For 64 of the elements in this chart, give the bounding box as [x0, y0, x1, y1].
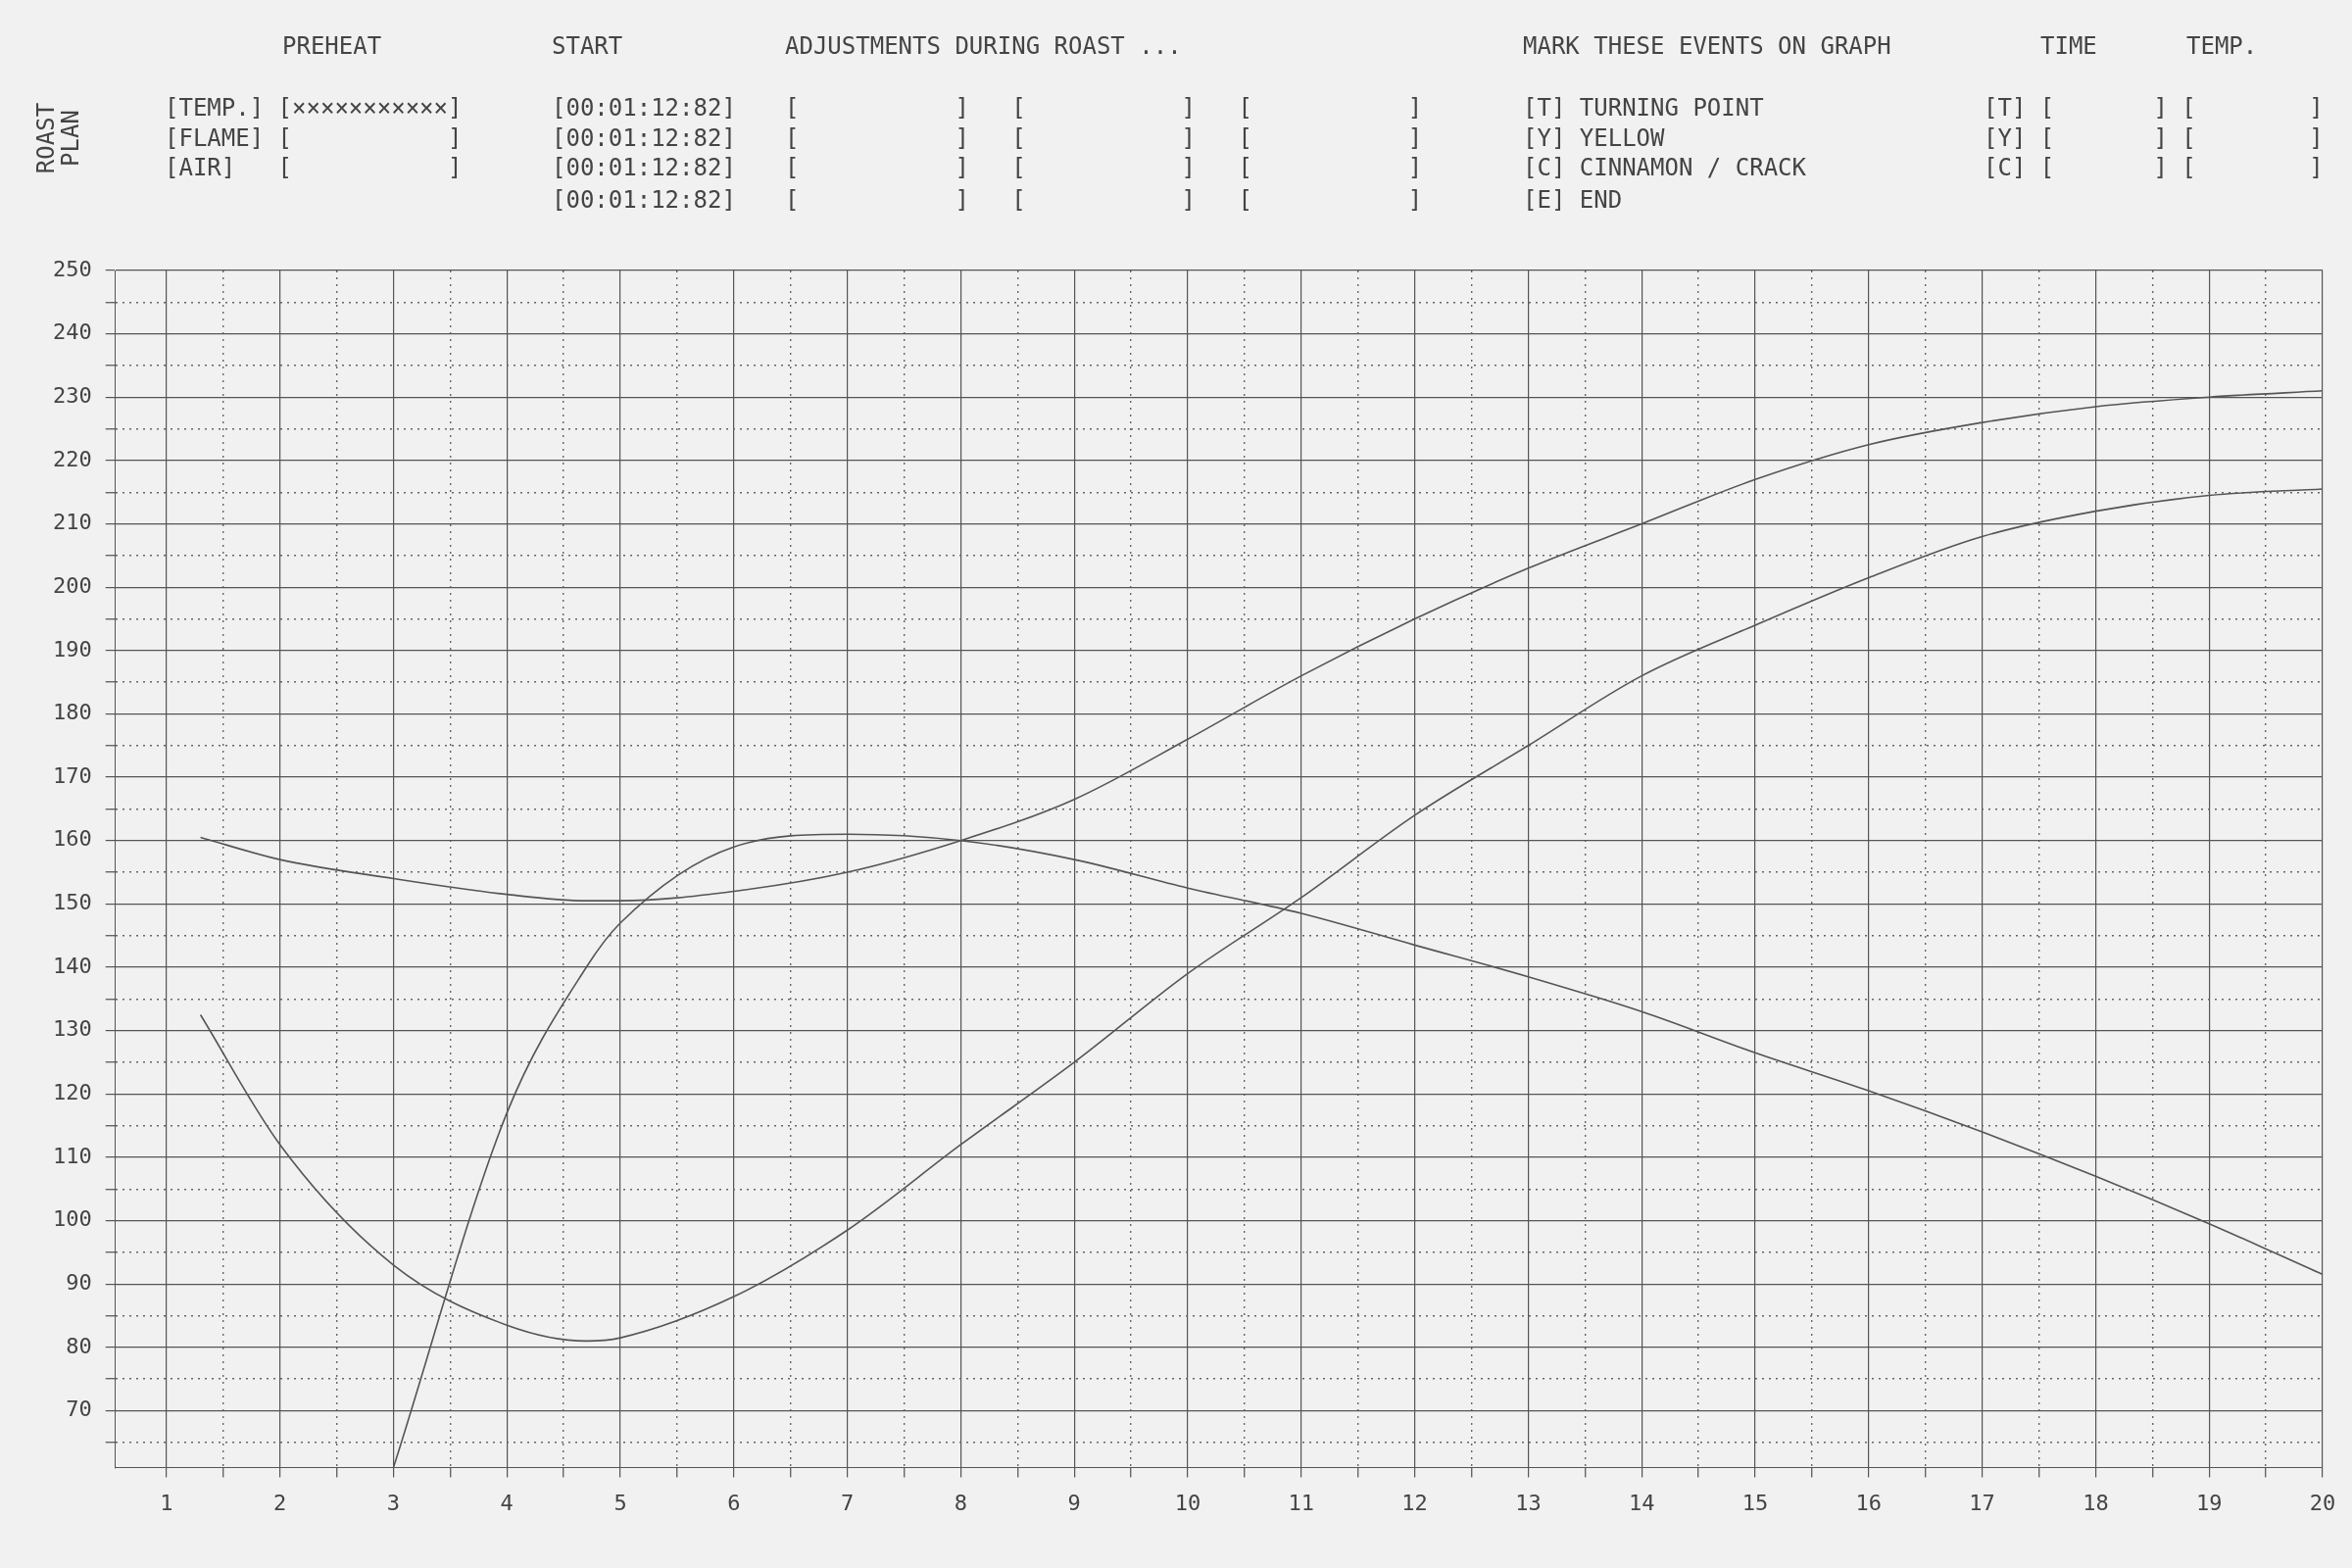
- text: TEMP.: [2186, 32, 2258, 60]
- y-tick-label: 150: [52, 890, 92, 915]
- text: [TEMP.] [×××××××××××]: [165, 94, 463, 122]
- y-tick-label: 230: [52, 382, 92, 408]
- x-tick-label: 12: [1401, 1490, 1428, 1515]
- y-tick-label: 100: [52, 1206, 92, 1232]
- text: [T] TURNING POINT: [1523, 94, 1764, 122]
- x-tick-label: 2: [273, 1490, 287, 1515]
- x-tick-label: 8: [954, 1490, 968, 1515]
- y-tick-label: 240: [52, 319, 92, 345]
- text: [ ] [ ] [ ]: [785, 186, 1423, 214]
- x-tick-label: 18: [2082, 1490, 2109, 1515]
- y-tick-label: 160: [52, 826, 92, 852]
- y-tick-label: 110: [52, 1143, 92, 1168]
- x-tick-label: 10: [1174, 1490, 1201, 1515]
- y-tick-label: 170: [52, 762, 92, 788]
- y-tick-label: 180: [52, 700, 92, 725]
- text: ROAST PLAN: [31, 101, 84, 176]
- y-tick-label: 120: [52, 1079, 92, 1104]
- y-tick-label: 220: [52, 446, 92, 471]
- x-tick-label: 19: [2195, 1490, 2223, 1515]
- y-tick-label: 90: [66, 1269, 92, 1295]
- y-tick-label: 200: [52, 572, 92, 598]
- y-tick-label: 70: [66, 1396, 92, 1422]
- text: TIME: [2040, 32, 2097, 60]
- x-tick-label: 14: [1628, 1490, 1655, 1515]
- text: [ ] [ ] [ ]: [785, 94, 1423, 122]
- text: [C] CINNAMON / CRACK: [1523, 154, 1806, 181]
- x-tick-label: 16: [1855, 1490, 1883, 1515]
- text: [ ] [ ] [ ]: [785, 124, 1423, 152]
- x-tick-label: 20: [2309, 1490, 2336, 1515]
- y-tick-label: 250: [52, 256, 92, 281]
- text: [E] END: [1523, 186, 1623, 214]
- text: ADJUSTMENTS DURING ROAST ...: [785, 32, 1182, 60]
- x-tick-label: 13: [1515, 1490, 1542, 1515]
- x-tick-label: 7: [841, 1490, 855, 1515]
- x-tick-label: 11: [1288, 1490, 1315, 1515]
- text: [ ] [ ] [ ]: [785, 154, 1423, 181]
- text: [T] [ ] [ ]: [1984, 94, 2324, 122]
- text: [00:01:12:82]: [552, 94, 736, 122]
- text: [Y] [ ] [ ]: [1984, 124, 2324, 152]
- y-tick-label: 210: [52, 510, 92, 535]
- text: [00:01:12:82]: [552, 186, 736, 214]
- text: MARK THESE EVENTS ON GRAPH: [1523, 32, 1891, 60]
- x-tick-label: 3: [386, 1490, 401, 1515]
- text: [C] [ ] [ ]: [1984, 154, 2324, 181]
- text: [00:01:12:82]: [552, 154, 736, 181]
- x-tick-label: 5: [613, 1490, 627, 1515]
- text: [Y] YELLOW: [1523, 124, 1665, 152]
- y-tick-label: 140: [52, 953, 92, 978]
- y-tick-label: 130: [52, 1016, 92, 1042]
- x-tick-label: 9: [1067, 1490, 1081, 1515]
- x-tick-label: 15: [1741, 1490, 1769, 1515]
- x-tick-label: 6: [727, 1490, 741, 1515]
- text: [AIR] [ ]: [165, 154, 463, 181]
- y-tick-label: 80: [66, 1333, 92, 1358]
- x-tick-label: 1: [160, 1490, 173, 1515]
- text: PREHEAT: [282, 32, 382, 60]
- x-tick-label: 4: [500, 1490, 514, 1515]
- text: [00:01:12:82]: [552, 124, 736, 152]
- text: START: [552, 32, 623, 60]
- text: [FLAME] [ ]: [165, 124, 463, 152]
- y-tick-label: 190: [52, 636, 92, 662]
- x-tick-label: 17: [1969, 1490, 1995, 1515]
